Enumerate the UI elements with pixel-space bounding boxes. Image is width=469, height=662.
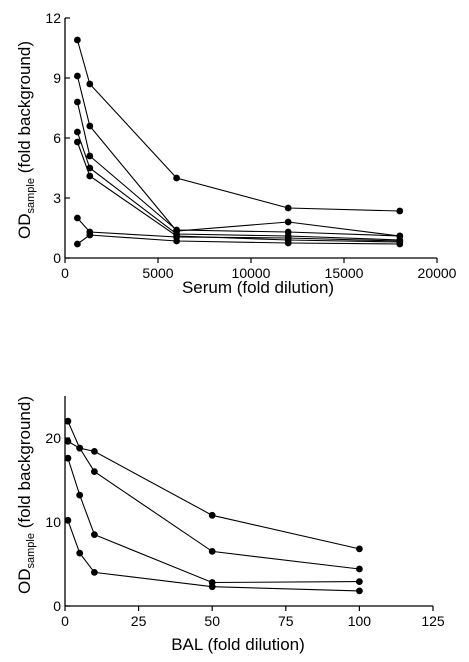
bal-data-point — [76, 549, 84, 557]
serum-data-point — [284, 234, 292, 242]
serum-y-axis-label: ODsample (fold background) — [15, 41, 37, 239]
bal-data-point — [64, 454, 72, 462]
serum-x-axis-label: Serum (fold dilution) — [182, 278, 334, 297]
serum-data-point — [74, 36, 81, 44]
bal-data-point — [208, 548, 216, 555]
serum-data-point — [86, 231, 94, 239]
bal-data-point — [208, 511, 216, 519]
serum-data-point — [74, 98, 81, 106]
serum-x-tick-label: 10000 — [232, 265, 271, 281]
bal-data-point — [208, 583, 216, 591]
serum-series-line-2 — [76, 75, 400, 237]
serum-y-tick-label: 12 — [45, 10, 61, 26]
serum-data-point — [396, 240, 404, 248]
serum-data-point — [74, 214, 81, 222]
bal-data-point — [64, 417, 72, 425]
bal-x-tick-label: 50 — [204, 613, 220, 629]
bal-data-point — [91, 531, 98, 538]
bal-x-tick-label: 75 — [278, 613, 294, 629]
serum-y-tick-label: 3 — [53, 190, 61, 206]
bal-data-point — [356, 578, 363, 585]
serum-series-line-1 — [76, 39, 400, 212]
bal-data-point — [76, 444, 84, 452]
serum-data-point — [284, 218, 292, 226]
serum-y-tick-label: 6 — [53, 130, 61, 146]
bal-data-point — [356, 545, 363, 553]
bal-data-point — [356, 565, 363, 573]
serum-data-point — [396, 207, 404, 215]
serum-y-tick-label: 0 — [53, 250, 61, 266]
serum-data-point — [86, 122, 94, 130]
serum-x-tick-label: 5000 — [142, 265, 173, 281]
serum-data-point — [74, 240, 81, 248]
bal-data-point — [64, 516, 72, 524]
bal-data-point — [76, 491, 84, 499]
bal-data-point — [64, 438, 72, 445]
bal-x-axis-label: BAL (fold dilution) — [171, 635, 305, 654]
serum-data-point — [74, 138, 81, 146]
bal-y-tick-label: 10 — [45, 514, 61, 530]
bal-y-axis-label: ODsample (fold background) — [15, 396, 37, 594]
serum-data-point — [86, 80, 94, 88]
serum-data-point — [173, 237, 181, 245]
serum-data-point — [173, 174, 181, 182]
serum-data-point — [74, 128, 81, 136]
serum-series-line-5 — [76, 141, 400, 243]
bal-x-tick-label: 0 — [61, 613, 69, 629]
bal-data-point — [91, 569, 98, 576]
serum-data-point — [284, 204, 292, 212]
bal-x-tick-label: 25 — [131, 613, 147, 629]
bal-y-tick-label: 0 — [53, 598, 61, 614]
bal-x-tick-label: 125 — [421, 613, 445, 629]
serum-data-point — [86, 172, 94, 180]
serum-x-tick-label: 15000 — [325, 265, 364, 281]
serum-data-point — [86, 152, 94, 160]
serum-x-tick-label: 20000 — [418, 265, 457, 281]
bal-chart: BAL (fold dilution) ODsample (fold backg… — [15, 396, 445, 654]
serum-x-tick-label: 0 — [61, 265, 69, 281]
bal-x-tick-label: 100 — [348, 613, 372, 629]
serum-y-tick-label: 9 — [53, 70, 61, 86]
bal-data-point — [91, 468, 98, 475]
serum-chart: Serum (fold dilution) ODsample (fold bac… — [15, 10, 457, 297]
bal-data-point — [91, 448, 98, 455]
serum-data-point — [86, 164, 94, 172]
bal-y-tick-label: 20 — [45, 430, 61, 446]
bal-series-line-1 — [67, 420, 360, 550]
bal-data-point — [356, 587, 363, 595]
serum-data-point — [284, 239, 292, 247]
serum-data-point — [74, 72, 81, 80]
